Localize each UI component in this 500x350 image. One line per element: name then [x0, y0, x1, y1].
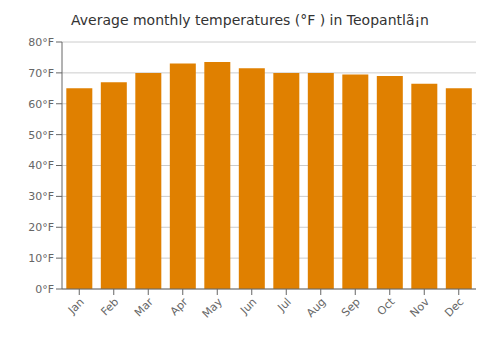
svg-text:Mar: Mar [132, 295, 156, 319]
svg-text:40°F: 40°F [28, 159, 54, 172]
svg-text:Oct: Oct [375, 295, 398, 318]
svg-text:May: May [200, 295, 226, 321]
html-text:Average monthly temperatures (: Average monthly temperatures (°F ) in Te… [71, 12, 429, 28]
svg-text:70°F: 70°F [28, 67, 54, 80]
svg-text:Aug: Aug [304, 295, 328, 319]
svg-text:20°F: 20°F [28, 221, 54, 234]
svg-text:30°F: 30°F [28, 190, 54, 203]
svg-text:50°F: 50°F [28, 129, 54, 142]
svg-text:Sep: Sep [339, 295, 363, 319]
svg-text:80°F: 80°F [28, 36, 54, 49]
svg-text:Jan: Jan [65, 295, 87, 317]
svg-text:Jul: Jul [275, 295, 294, 314]
svg-text:Dec: Dec [442, 295, 466, 319]
svg-text:0°F: 0°F [35, 283, 54, 296]
svg-text:Nov: Nov [408, 295, 433, 320]
svg-text:60°F: 60°F [28, 98, 54, 111]
svg-text:Apr: Apr [168, 295, 191, 318]
svg-text:10°F: 10°F [28, 252, 54, 265]
svg-text:Jun: Jun [237, 295, 259, 317]
svg-text:Feb: Feb [98, 295, 121, 318]
